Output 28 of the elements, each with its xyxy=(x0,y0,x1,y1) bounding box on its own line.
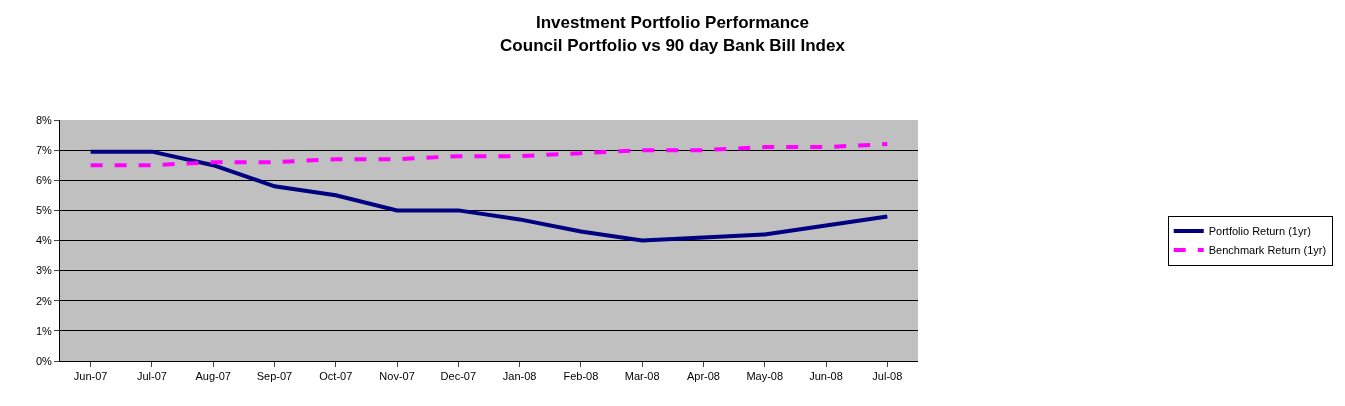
y-tick-label: 0% xyxy=(35,354,53,367)
x-tick-label: Aug-07 xyxy=(195,370,231,383)
y-tick-label: 8% xyxy=(35,113,53,126)
line-series xyxy=(88,149,890,243)
x-tick-label: Jan-08 xyxy=(502,370,537,383)
y-tick-label: 6% xyxy=(35,174,53,187)
x-tick-label: Oct-07 xyxy=(319,370,353,383)
y-tick-label: 1% xyxy=(35,324,53,337)
x-tick-label: Nov-07 xyxy=(379,370,415,383)
x-tick-label: Apr-08 xyxy=(686,370,720,383)
x-tick-label: Jun-07 xyxy=(73,370,108,383)
x-tick-label: Jul-07 xyxy=(136,370,167,383)
legend-label: Benchmark Return (1yr) xyxy=(1208,244,1327,257)
chart-title: Investment Portfolio Performance Council Portfolio vs 90 day Bank Bill Index xyxy=(500,13,846,55)
y-tick-label: 4% xyxy=(35,234,53,247)
x-tick-label: Jul-08 xyxy=(872,370,903,383)
legend-label: Portfolio Return (1yr) xyxy=(1208,225,1311,238)
x-tick-label: May-08 xyxy=(746,370,784,383)
x-tick-label: Mar-08 xyxy=(624,370,660,383)
line-series xyxy=(88,142,890,168)
x-tick-label: Feb-08 xyxy=(563,370,599,383)
y-tick-label: 2% xyxy=(35,294,53,307)
y-tick-label: 5% xyxy=(35,204,53,217)
x-tick-label: Dec-07 xyxy=(440,370,477,383)
x-tick-label: Sep-07 xyxy=(256,370,293,383)
y-tick-label: 7% xyxy=(35,143,53,156)
x-tick-label: Jun-08 xyxy=(809,370,843,383)
y-tick-label: 3% xyxy=(35,264,53,277)
